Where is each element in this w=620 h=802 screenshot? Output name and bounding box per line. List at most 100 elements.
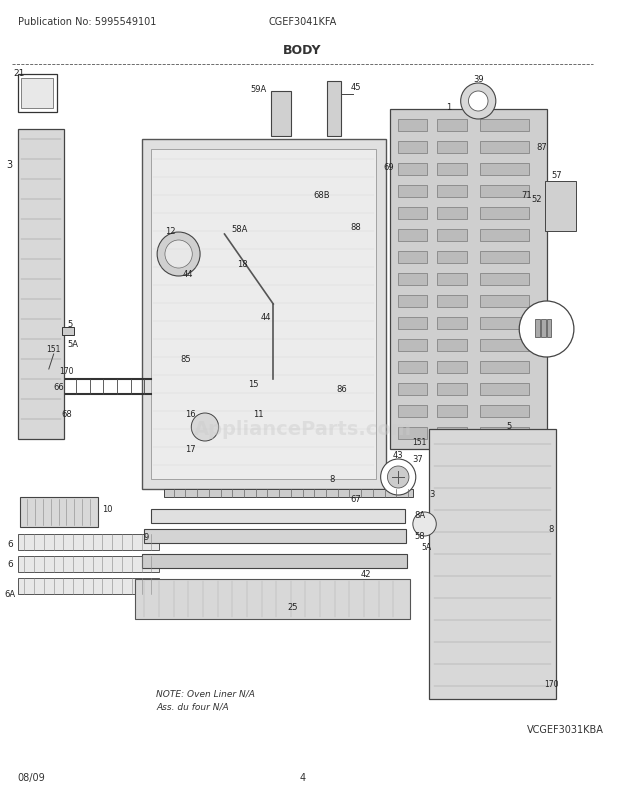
Text: 66: 66	[53, 383, 64, 392]
Bar	[17, 75, 56, 113]
Text: 44: 44	[260, 313, 271, 322]
Text: 68B: 68B	[314, 190, 330, 199]
Bar	[22, 79, 53, 109]
Bar	[164, 489, 413, 497]
Bar	[398, 119, 428, 132]
Text: 5: 5	[507, 422, 512, 431]
Circle shape	[461, 84, 496, 119]
Bar	[135, 579, 410, 619]
Text: 67: 67	[351, 495, 361, 504]
Text: 52: 52	[531, 195, 542, 205]
Bar	[480, 119, 529, 132]
Text: 44: 44	[182, 270, 193, 279]
Bar	[398, 273, 428, 286]
Bar	[398, 318, 428, 330]
Circle shape	[157, 233, 200, 277]
Bar	[327, 82, 340, 137]
Bar	[398, 229, 428, 241]
Text: CGEF3041KFA: CGEF3041KFA	[268, 17, 337, 27]
Bar	[144, 529, 406, 543]
Bar	[151, 150, 376, 480]
Text: 8: 8	[329, 475, 335, 484]
Bar	[398, 142, 428, 154]
Circle shape	[192, 414, 219, 441]
Bar	[398, 186, 428, 198]
Text: 39: 39	[473, 75, 484, 84]
Circle shape	[519, 302, 574, 358]
Text: 4: 4	[299, 772, 306, 782]
Text: 6: 6	[7, 540, 12, 549]
Text: 12: 12	[166, 227, 176, 237]
Bar	[437, 164, 466, 176]
Bar	[437, 208, 466, 220]
Bar	[480, 362, 529, 374]
Bar	[437, 406, 466, 418]
Text: 1: 1	[446, 103, 451, 112]
Text: 88: 88	[351, 223, 361, 233]
Bar	[437, 362, 466, 374]
Bar	[480, 186, 529, 198]
Bar	[437, 186, 466, 198]
Circle shape	[469, 92, 488, 111]
Bar	[437, 383, 466, 395]
Bar	[17, 557, 159, 573]
Bar	[480, 164, 529, 176]
Bar	[480, 383, 529, 395]
Text: 87: 87	[536, 144, 547, 152]
Text: 68: 68	[61, 410, 72, 419]
Bar	[437, 273, 466, 286]
Text: 25: 25	[288, 603, 298, 612]
Bar	[398, 383, 428, 395]
Bar	[141, 554, 407, 569]
Bar	[535, 320, 540, 338]
Text: 86: 86	[336, 385, 347, 394]
Bar	[398, 406, 428, 418]
Bar	[398, 296, 428, 308]
Bar	[480, 142, 529, 154]
Text: 16: 16	[185, 410, 196, 419]
Text: 151: 151	[46, 345, 61, 354]
Bar	[430, 429, 556, 699]
Text: 5A: 5A	[68, 340, 79, 349]
Text: 08/09: 08/09	[17, 772, 45, 782]
Bar	[437, 427, 466, 439]
Bar	[480, 406, 529, 418]
Text: 170: 170	[544, 679, 559, 689]
Text: 17: 17	[185, 445, 196, 454]
Bar	[398, 362, 428, 374]
Text: 9: 9	[144, 533, 149, 542]
Text: 21: 21	[14, 68, 25, 78]
Text: 170: 170	[59, 367, 74, 376]
Bar	[17, 534, 159, 550]
Text: 3: 3	[430, 490, 435, 499]
Bar	[17, 578, 159, 594]
Text: 6A: 6A	[4, 589, 16, 599]
Text: 85: 85	[180, 355, 191, 364]
Bar	[437, 229, 466, 241]
Bar	[547, 320, 551, 338]
Bar	[437, 296, 466, 308]
Bar	[437, 142, 466, 154]
Bar	[437, 119, 466, 132]
Bar	[272, 92, 291, 137]
Bar	[437, 339, 466, 351]
Bar	[151, 509, 405, 524]
Circle shape	[413, 512, 436, 537]
Text: 15: 15	[249, 380, 259, 389]
Text: 5A: 5A	[422, 543, 432, 552]
Text: 11: 11	[254, 410, 264, 419]
Text: 69: 69	[383, 164, 394, 172]
Bar	[398, 339, 428, 351]
Bar	[141, 140, 386, 489]
Bar	[398, 208, 428, 220]
Text: 3: 3	[7, 160, 13, 170]
Text: 42: 42	[361, 569, 371, 579]
Text: BODY: BODY	[283, 43, 322, 56]
Bar	[437, 318, 466, 330]
Text: VCGEF3031KBA: VCGEF3031KBA	[527, 724, 604, 734]
Bar	[480, 208, 529, 220]
Text: 151: 151	[412, 438, 427, 447]
Text: 10: 10	[102, 505, 113, 514]
Text: 8: 8	[549, 525, 554, 534]
Bar	[19, 497, 97, 528]
